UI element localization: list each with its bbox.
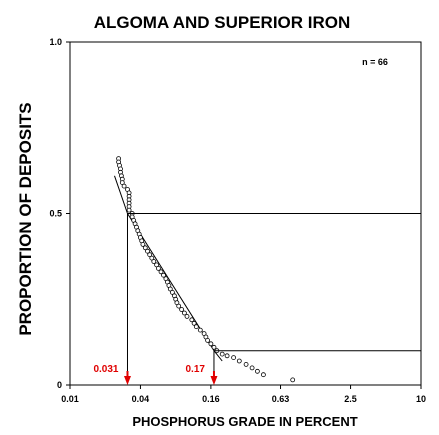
percentile-label: 0.031 xyxy=(93,364,118,375)
data-point xyxy=(151,259,157,264)
data-point xyxy=(249,365,255,371)
data-point xyxy=(155,265,161,271)
data-point xyxy=(205,337,211,343)
data-point xyxy=(243,361,249,367)
fit-line xyxy=(114,175,223,362)
data-point xyxy=(169,289,175,295)
data-point xyxy=(145,248,150,254)
chart-title: ALGOMA AND SUPERIOR IRON xyxy=(94,13,351,32)
data-point xyxy=(181,310,187,316)
data-point xyxy=(142,245,148,251)
y-tick-label: 1.0 xyxy=(49,37,62,47)
x-tick-label: 2.5 xyxy=(344,394,357,404)
data-point xyxy=(140,241,146,247)
data-point xyxy=(231,355,237,361)
data-point xyxy=(176,303,182,309)
data-point xyxy=(290,377,296,383)
data-point xyxy=(191,320,197,326)
percentile-arrow xyxy=(123,376,131,385)
data-point xyxy=(149,255,155,261)
data-point xyxy=(219,351,225,357)
data-point xyxy=(224,353,230,359)
data-point xyxy=(260,372,266,378)
percentile-label: 0.17 xyxy=(185,364,205,375)
x-tick-label: 0.04 xyxy=(132,394,150,404)
data-point xyxy=(189,317,195,323)
data-point xyxy=(167,286,173,292)
data-point xyxy=(121,183,127,189)
x-tick-label: 0.16 xyxy=(202,394,220,404)
data-point xyxy=(158,269,164,275)
x-tick-label: 10 xyxy=(416,394,426,404)
data-point xyxy=(126,207,132,213)
percentile-arrow-shaft xyxy=(212,371,215,378)
x-tick-label: 0.01 xyxy=(61,394,79,404)
y-tick-label: 0 xyxy=(57,380,62,390)
data-point xyxy=(197,327,203,333)
y-axis-title: PROPORTION OF DEPOSITS xyxy=(16,102,35,335)
data-point xyxy=(193,324,199,330)
y-tick-label: 0.5 xyxy=(49,209,62,219)
data-point xyxy=(208,341,214,347)
data-point xyxy=(184,313,190,319)
data-point xyxy=(161,272,166,278)
data-point xyxy=(236,358,242,364)
data-point xyxy=(254,368,260,374)
percentile-arrow xyxy=(210,376,218,385)
data-point xyxy=(179,307,185,312)
sample-size-annotation: n = 66 xyxy=(362,57,388,67)
percentile-arrow-shaft xyxy=(126,371,129,378)
x-axis-title: PHOSPHORUS GRADE IN PERCENT xyxy=(132,414,357,429)
x-tick-label: 0.63 xyxy=(272,394,290,404)
data-point xyxy=(147,252,153,258)
data-point xyxy=(211,344,217,350)
